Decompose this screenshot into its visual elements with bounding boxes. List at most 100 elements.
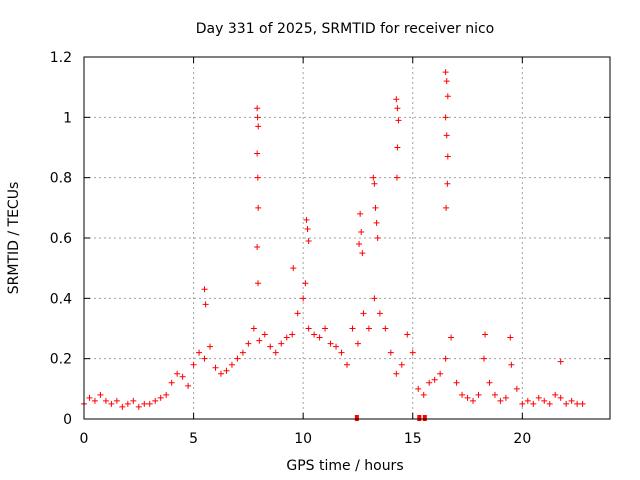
data-point (354, 340, 361, 347)
data-point (444, 180, 451, 187)
data-point (113, 397, 120, 404)
y-tick-label: 1 (63, 110, 72, 126)
data-point (207, 343, 214, 350)
data-point (373, 219, 380, 226)
data-point (102, 397, 109, 404)
data-point (130, 397, 137, 404)
data-point (91, 397, 98, 404)
data-point (135, 403, 142, 410)
data-point (146, 400, 153, 407)
data-point (394, 144, 401, 151)
data-point (255, 280, 262, 287)
data-point (464, 394, 471, 401)
data-point (86, 394, 93, 401)
data-point (502, 394, 509, 401)
data-point (365, 325, 372, 332)
zero-outlier-mark (354, 415, 359, 421)
data-point (254, 105, 261, 112)
data-point (304, 225, 311, 232)
data-point (372, 204, 379, 211)
data-point (437, 370, 444, 377)
data-point (557, 394, 564, 401)
x-ticks: 0 5 10 15 20 (80, 57, 531, 447)
data-point (519, 400, 526, 407)
y-ticks: 0 0.2 0.4 0.6 0.8 1 1.2 (50, 50, 610, 428)
data-point (119, 403, 126, 410)
zero-outlier-mark (422, 415, 427, 421)
data-point (398, 361, 405, 368)
data-point (185, 382, 192, 389)
data-point (212, 364, 219, 371)
data-point (108, 400, 115, 407)
y-axis-label: SRMTID / TECUs (6, 182, 22, 295)
data-point (374, 235, 381, 241)
data-point (256, 337, 263, 344)
data-point (524, 397, 531, 404)
data-point (444, 153, 451, 160)
data-point (393, 174, 400, 181)
data-point (442, 69, 449, 76)
data-point (141, 400, 148, 407)
data-point (482, 331, 489, 338)
data-point (302, 280, 309, 287)
data-point (358, 228, 365, 235)
data-point (426, 379, 433, 386)
data-point (305, 325, 312, 332)
data-point (261, 331, 268, 338)
data-point (459, 391, 466, 398)
x-tick-label: 20 (513, 431, 531, 447)
data-point (272, 349, 279, 356)
data-point (443, 78, 450, 85)
data-point (223, 367, 230, 374)
data-point (300, 295, 307, 302)
data-point (431, 376, 438, 383)
data-point (228, 361, 235, 368)
data-point (217, 370, 224, 377)
data-point (491, 391, 498, 398)
data-point (371, 295, 378, 302)
data-point (557, 358, 564, 365)
data-point (234, 355, 241, 362)
data-point (443, 204, 450, 211)
data-point (305, 238, 312, 245)
data-point (254, 244, 261, 251)
data-point (442, 114, 449, 121)
data-point (196, 349, 203, 356)
data-point (409, 349, 416, 356)
data-point (124, 400, 131, 407)
x-tick-label: 0 (80, 431, 89, 447)
data-point (535, 394, 542, 401)
data-point (415, 385, 422, 392)
x-tick-label: 15 (404, 431, 422, 447)
x-tick-label: 10 (294, 431, 312, 447)
data-point (303, 216, 310, 223)
data-point (174, 370, 181, 377)
data-point (327, 340, 334, 347)
y-tick-label: 0 (63, 412, 72, 428)
data-point (568, 397, 575, 404)
data-point (470, 397, 477, 404)
data-point (480, 355, 487, 362)
data-point (404, 331, 411, 338)
data-point (508, 361, 515, 368)
data-point (289, 331, 296, 338)
data-point (338, 349, 345, 356)
data-point (255, 123, 262, 130)
data-point (97, 391, 104, 398)
data-point (254, 174, 261, 181)
data-point (168, 379, 175, 386)
grid-lines (84, 57, 610, 419)
data-point (254, 150, 261, 157)
data-point (497, 397, 504, 404)
data-point (507, 334, 514, 341)
data-point (387, 349, 394, 356)
data-point (245, 340, 252, 347)
data-point (359, 250, 366, 257)
x-tick-label: 5 (189, 431, 198, 447)
data-point (311, 331, 318, 338)
data-point (541, 397, 548, 404)
data-point (254, 114, 261, 121)
data-point (546, 400, 553, 407)
data-point (371, 180, 378, 187)
data-point (448, 334, 455, 341)
